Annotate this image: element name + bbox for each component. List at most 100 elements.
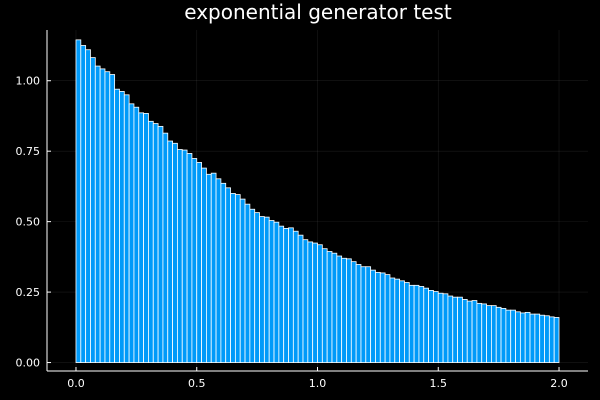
histogram-bar — [133, 106, 140, 363]
histogram-bar — [191, 158, 198, 363]
histogram-bar — [336, 255, 343, 363]
histogram-bar — [404, 282, 410, 363]
histogram-bar — [230, 193, 236, 363]
histogram-bar — [104, 71, 111, 363]
histogram-bar — [268, 220, 275, 363]
histogram-bars — [75, 39, 560, 363]
histogram-bar — [312, 242, 318, 363]
histogram-bar — [553, 317, 560, 363]
x-axis-ticks: 0.0 0.5 1.0 1.5 2.0 — [67, 367, 568, 390]
histogram-bar — [346, 258, 352, 363]
histogram-bar — [239, 198, 246, 363]
histogram-bar — [206, 173, 212, 363]
histogram-bar — [220, 182, 227, 363]
histogram-bar — [326, 251, 333, 363]
y-tick-label: 0.75 — [16, 145, 41, 158]
histogram-bar — [428, 289, 434, 363]
histogram-bar — [413, 284, 420, 363]
histogram-bar — [433, 291, 439, 363]
histogram-bar — [490, 305, 497, 363]
histogram-bar — [94, 65, 101, 363]
histogram-bar — [389, 277, 396, 363]
histogram-bar — [534, 313, 541, 363]
histogram-bar — [437, 292, 444, 363]
histogram-bar — [500, 308, 507, 363]
histogram-bar — [85, 49, 91, 363]
histogram-bar — [321, 248, 328, 363]
histogram-bar — [331, 252, 338, 363]
histogram-bar — [317, 244, 323, 363]
histogram-bar — [486, 305, 492, 363]
histogram-bar — [365, 266, 372, 363]
histogram-bar — [515, 311, 521, 363]
x-tick-label: 2.0 — [550, 377, 568, 390]
histogram-bar — [462, 299, 468, 363]
histogram-bar — [288, 227, 294, 363]
histogram-bar — [119, 91, 125, 363]
y-tick-label: 0.25 — [16, 286, 41, 299]
y-tick-label: 0.00 — [16, 357, 41, 370]
histogram-bar — [350, 261, 357, 363]
x-tick-label: 0.5 — [188, 377, 206, 390]
histogram-bar — [292, 230, 299, 363]
histogram-bar — [273, 221, 280, 363]
histogram-bar — [539, 314, 545, 363]
histogram-bar — [210, 172, 217, 363]
y-tick-label: 0.50 — [16, 216, 41, 229]
histogram-bar — [408, 284, 415, 363]
histogram-bar — [278, 225, 285, 363]
histogram-bar — [452, 296, 458, 363]
histogram-bar — [360, 266, 367, 363]
histogram-bar — [423, 287, 429, 363]
histogram-bar — [476, 302, 483, 363]
x-tick-label: 1.0 — [309, 377, 327, 390]
y-axis-ticks: 0.00 0.25 0.50 0.75 1.00 — [16, 75, 51, 370]
histogram-bar — [524, 311, 531, 363]
histogram-bar — [167, 140, 173, 363]
histogram-bar — [90, 57, 96, 363]
histogram-bar — [177, 149, 183, 363]
histogram-bar — [138, 112, 145, 363]
histogram-bar — [109, 74, 116, 363]
x-tick-label: 1.5 — [430, 377, 448, 390]
histogram-bar — [283, 227, 289, 363]
histogram-bar — [302, 239, 309, 363]
histogram-bar — [399, 280, 405, 363]
histogram-bar — [466, 300, 473, 363]
histogram-bar — [510, 309, 516, 363]
histogram-bar — [544, 315, 550, 363]
histogram-bar — [114, 88, 120, 363]
histogram-bar — [196, 162, 202, 363]
histogram-bar — [379, 272, 386, 363]
y-tick-label: 1.00 — [16, 75, 41, 88]
histogram-bar — [201, 167, 207, 363]
histogram-bar — [123, 94, 130, 363]
histogram-bar — [394, 278, 401, 363]
histogram-bar — [234, 194, 241, 363]
histogram-bar — [355, 264, 362, 363]
histogram-bar — [307, 241, 314, 363]
histogram-bar — [215, 178, 222, 363]
chart-title: exponential generator test — [184, 0, 452, 24]
histogram-bar — [249, 208, 256, 363]
histogram-bar — [172, 142, 178, 363]
histogram-bar — [152, 123, 159, 363]
x-tick-label: 0.0 — [67, 377, 85, 390]
histogram-bar — [495, 306, 502, 363]
histogram-bar — [80, 45, 87, 363]
histogram-bar — [447, 295, 454, 363]
histogram-bar — [157, 125, 164, 363]
histogram-bar — [263, 216, 270, 363]
histogram-bar — [341, 257, 347, 363]
histogram-bar — [519, 312, 526, 363]
histogram-bar — [505, 309, 512, 363]
histogram-bar — [442, 293, 449, 363]
histogram-bar — [254, 212, 260, 363]
histogram-bar — [186, 153, 193, 363]
histogram-bar — [370, 269, 376, 363]
histogram-bar — [162, 132, 169, 363]
histogram-bar — [548, 316, 555, 363]
histogram-bar — [99, 68, 106, 363]
histogram-bar — [529, 313, 536, 363]
